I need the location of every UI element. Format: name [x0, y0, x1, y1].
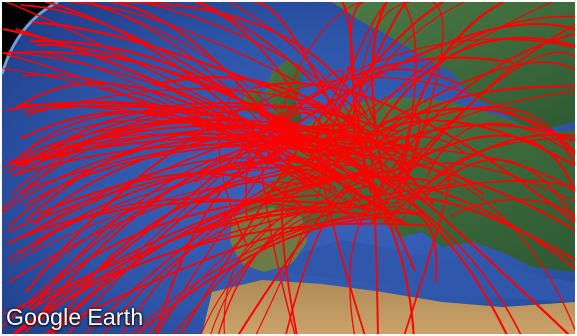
flight-route [349, 2, 372, 194]
flight-route [17, 103, 403, 223]
flight-route [393, 134, 575, 193]
brand-word-google: Google [6, 303, 82, 330]
flight-route [343, 90, 575, 215]
flight-route [386, 153, 575, 331]
sea-mediterranean [282, 240, 575, 302]
flight-route [223, 174, 432, 219]
flight-route [255, 133, 381, 196]
flight-route [67, 2, 304, 86]
flight-route [40, 141, 294, 314]
flight-route [130, 204, 406, 334]
flight-route [403, 177, 451, 334]
flight-route [44, 211, 426, 334]
flight-route [368, 132, 379, 334]
flight-route [2, 138, 376, 213]
flight-route [266, 137, 484, 195]
flight-route [14, 199, 353, 241]
flight-route [252, 2, 346, 136]
flight-route [3, 67, 382, 194]
flight-route [223, 200, 332, 334]
flight-route [371, 85, 575, 151]
flight-route [378, 105, 575, 167]
flight-route [5, 53, 365, 211]
flight-route [303, 136, 508, 334]
flight-route [136, 216, 390, 334]
flight-route [426, 122, 575, 177]
flight-route [180, 119, 318, 334]
flight-route [330, 2, 356, 139]
flight-route [31, 119, 392, 167]
land-north-africa [202, 280, 575, 334]
flight-route [25, 104, 249, 293]
flight-route [210, 192, 397, 334]
flight-route [304, 99, 570, 334]
flight-route [358, 2, 430, 141]
flight-route [363, 123, 575, 154]
flight-route [253, 82, 575, 224]
land-scandinavia [332, 2, 575, 132]
flight-route [152, 76, 434, 205]
flight-route [18, 118, 312, 176]
flight-route [36, 43, 298, 128]
flight-route [320, 180, 575, 218]
flight-route [218, 183, 378, 334]
flight-route [327, 15, 575, 179]
flight-route [29, 40, 336, 179]
flight-route [424, 158, 575, 221]
atmosphere-rim [2, 2, 59, 75]
flight-route [76, 2, 302, 106]
flight-route [246, 38, 575, 145]
flight-route [400, 207, 438, 283]
google-earth-logo: Google Earth [6, 302, 143, 332]
brand-word-earth: Earth [87, 303, 144, 330]
flight-route [274, 22, 575, 140]
flight-route [84, 138, 361, 334]
flight-route [349, 177, 412, 334]
flight-route [328, 2, 465, 195]
flight-route [374, 162, 575, 203]
flight-route [6, 166, 373, 233]
flight-route [39, 51, 294, 179]
flight-route [35, 183, 456, 305]
flight-route [15, 222, 432, 334]
flight-route [141, 2, 408, 163]
flight-route [399, 196, 575, 261]
flight-route [337, 61, 575, 154]
flight-route [200, 202, 402, 334]
flight-route [258, 76, 575, 155]
flight-route [259, 100, 296, 334]
flight-route [120, 2, 368, 117]
flight-route [32, 21, 364, 128]
flight-route [72, 2, 289, 143]
flight-route [30, 157, 321, 250]
flight-route [5, 2, 355, 183]
